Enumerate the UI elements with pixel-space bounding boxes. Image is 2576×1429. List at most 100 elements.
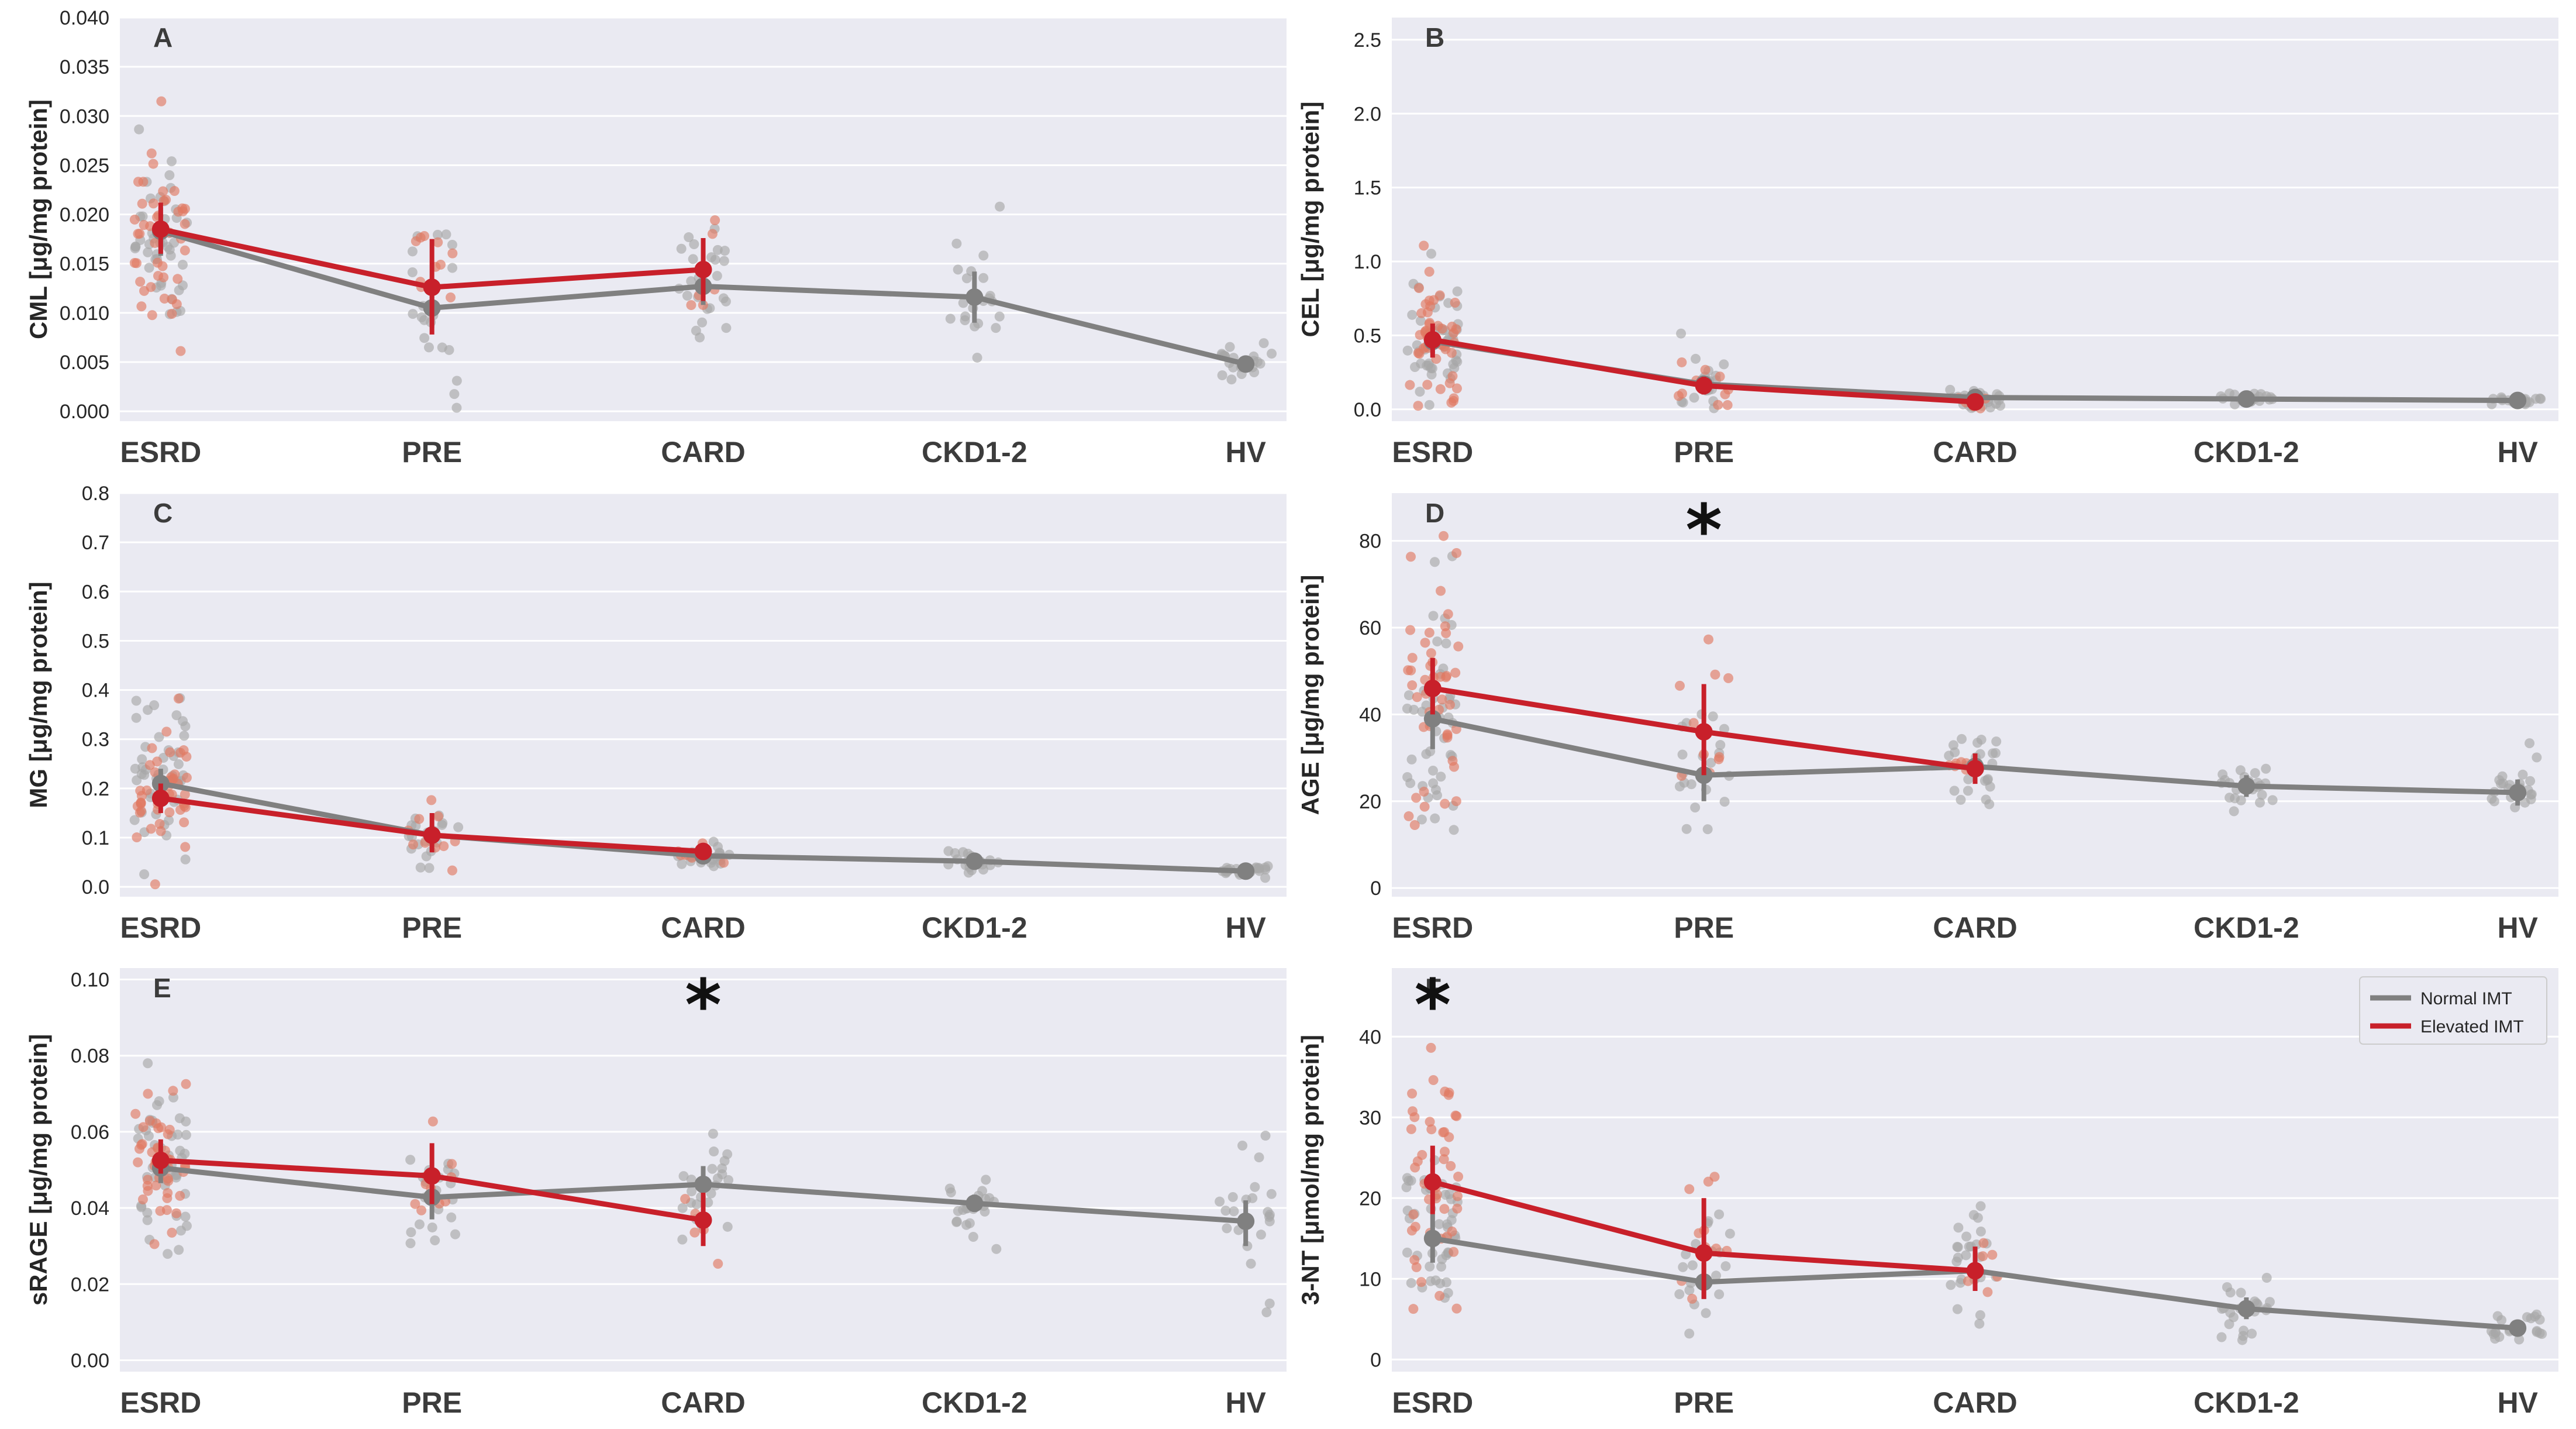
data-point [1440,1086,1450,1097]
data-point [1415,315,1426,326]
data-point [1719,359,1729,370]
data-point [1227,1192,1238,1203]
data-point [1215,1196,1225,1207]
data-point [687,1186,697,1197]
data-point [147,743,157,753]
data-point [407,267,418,277]
data-point [136,798,146,808]
x-category-label: HV [2497,911,2538,944]
panel-letter: D [1425,498,1444,528]
mean-marker [2237,390,2256,408]
data-point [713,1258,723,1269]
data-point [972,352,982,363]
panel-a: 0.000 0.005 0.010 0.015 0.020 0.025 0.030 0.035… [25,7,1287,469]
data-point [995,201,1005,212]
mean-marker [2237,777,2256,795]
data-point [1706,757,1716,768]
data-point [1439,1146,1450,1157]
data-point [1451,1303,1462,1314]
data-point [1432,790,1442,801]
data-point [1955,1278,1965,1288]
data-point [1246,1258,1256,1269]
mean-marker [694,842,712,860]
data-point [978,250,989,261]
x-category-label: HV [2497,1386,2538,1419]
data-point [1975,1226,1986,1237]
data-point [415,862,426,873]
significance-star: * [1685,490,1722,571]
data-point [1406,754,1417,765]
data-point [453,822,464,832]
data-point [960,311,971,322]
data-point [1426,249,1437,259]
x-category-label: CARD [1933,911,2017,944]
data-point [447,239,457,250]
data-point [677,1203,688,1213]
data-point [161,195,171,205]
data-point [423,342,434,353]
panel-letter: E [153,973,171,1003]
data-point [2225,1287,2236,1298]
data-point [1452,1191,1463,1201]
mean-marker [965,288,984,306]
data-point [2526,794,2536,804]
data-point [180,842,191,852]
mean-marker [965,852,984,870]
data-point [2514,1334,2525,1345]
data-point [142,1215,153,1225]
panel-letter: F [1425,973,1442,1003]
series-elevated-imt [1423,323,1984,411]
data-point [1975,1310,1985,1320]
data-point [449,389,460,400]
plot-background [1392,493,2558,897]
data-point [2491,1327,2501,1338]
data-point [1445,700,1456,710]
mean-marker [151,220,170,238]
data-point [688,254,698,264]
x-category-label: ESRD [1392,1386,1473,1419]
data-point [426,795,437,805]
y-tick-label: 0.030 [60,105,109,128]
data-point [1402,703,1412,714]
data-point [1424,628,1434,638]
data-point [439,841,449,852]
data-point [953,1206,963,1216]
data-point [1409,1255,1420,1265]
data-point [1222,1223,1232,1234]
data-point [1975,1201,1986,1211]
data-point [1674,391,1684,401]
data-point [981,1175,991,1185]
data-point [1425,1276,1436,1286]
data-point [1674,1289,1685,1300]
data-point [175,346,186,356]
data-point [1407,309,1418,320]
data-point [1953,1242,1963,1252]
data-point [149,700,160,711]
data-point [2267,795,2278,805]
data-point [707,1163,718,1174]
data-point [677,859,687,869]
mean-marker [1695,723,1713,741]
y-tick-label: 1.5 [1354,177,1381,199]
data-point [1687,1293,1698,1304]
data-point [1229,1206,1239,1217]
plot-background [120,18,1287,421]
data-point [1715,371,1725,382]
data-point [1237,1140,1248,1151]
data-point [1407,653,1418,663]
data-point [173,759,184,769]
data-point [1710,669,1720,680]
data-point [1448,359,1458,370]
data-point [1427,765,1438,776]
data-point [447,263,458,273]
data-point [1409,1112,1420,1122]
data-point [1408,1209,1419,1220]
data-point [1702,824,1713,835]
data-point [137,1194,148,1204]
data-point [179,817,189,828]
plot-background [120,493,1287,897]
data-point [1952,1304,1963,1314]
data-point [180,245,190,256]
data-point [171,1208,182,1218]
mean-marker [1423,1230,1442,1248]
